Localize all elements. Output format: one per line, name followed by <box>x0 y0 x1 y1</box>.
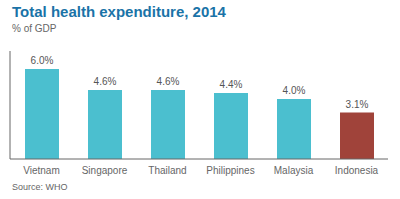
svg-text:6.0%: 6.0% <box>31 55 54 66</box>
svg-text:Vietnam: Vietnam <box>23 165 60 176</box>
svg-text:4.0%: 4.0% <box>283 85 306 96</box>
svg-text:Indonesia: Indonesia <box>335 165 379 176</box>
svg-text:Singapore: Singapore <box>82 165 128 176</box>
svg-text:4.6%: 4.6% <box>157 76 180 87</box>
svg-text:Philippines: Philippines <box>206 165 254 176</box>
html-text:% of GDP: % of GDP <box>12 23 57 34</box>
svg-text:Malaysia: Malaysia <box>274 165 314 176</box>
svg-text:4.4%: 4.4% <box>220 79 243 90</box>
svg-text:3.1%: 3.1% <box>346 99 369 110</box>
html-text:Source: WHO: Source: WHO <box>12 182 68 192</box>
svg-text:4.6%: 4.6% <box>94 76 117 87</box>
svg-text:Thailand: Thailand <box>148 165 186 176</box>
html-text:Total health expenditure, 2014: Total health expenditure, 2014 <box>12 3 226 20</box>
